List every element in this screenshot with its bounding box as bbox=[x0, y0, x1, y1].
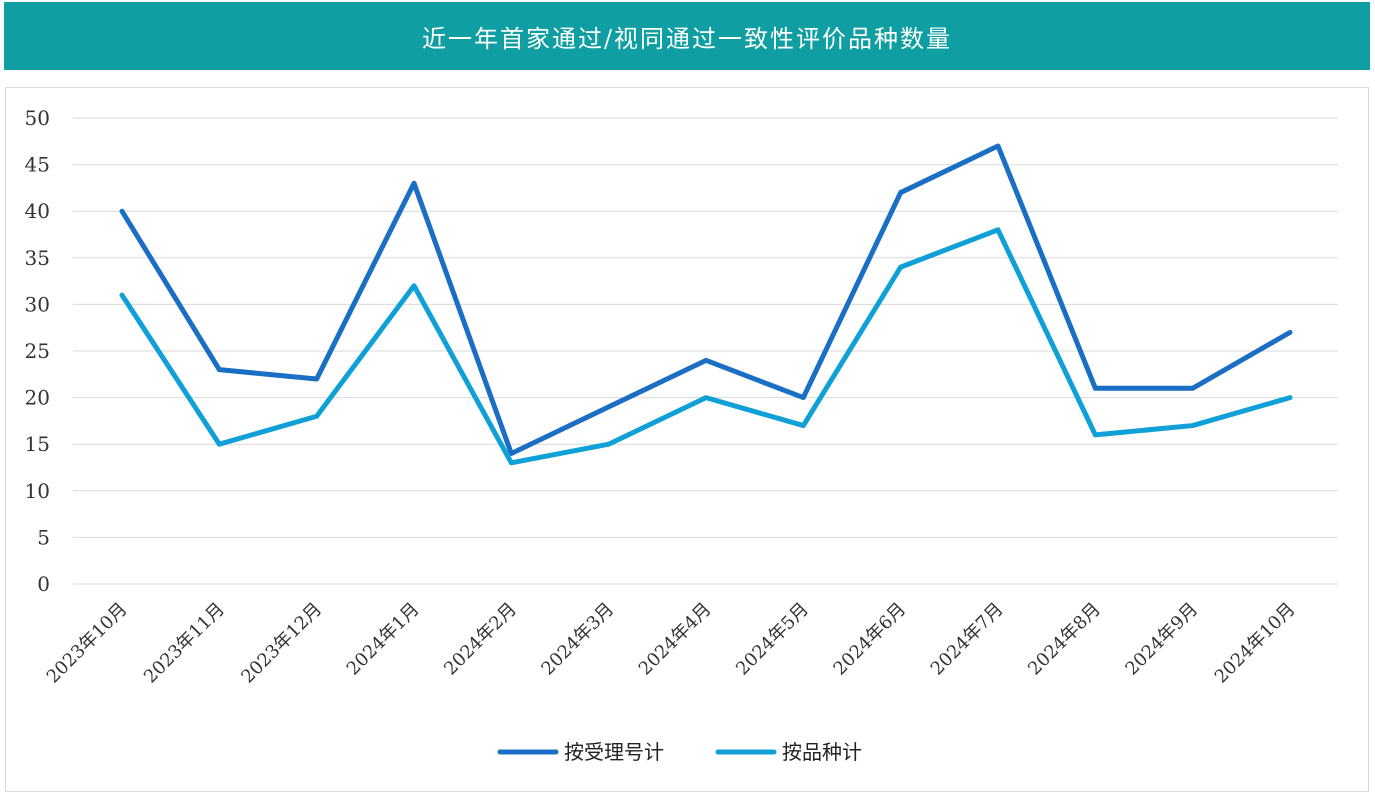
y-tick-label: 5 bbox=[37, 525, 50, 549]
title-bar: 近一年首家通过/视同通过一致性评价品种数量 bbox=[4, 2, 1370, 70]
x-tick-label: 2024年8月 bbox=[1024, 599, 1105, 680]
legend-label: 按受理号计 bbox=[564, 740, 664, 764]
x-tick-label: 2024年4月 bbox=[635, 599, 716, 680]
y-tick-label: 0 bbox=[37, 572, 50, 596]
x-tick-label: 2023年11月 bbox=[140, 599, 229, 688]
x-tick-label: 2023年10月 bbox=[43, 599, 132, 688]
chart-frame bbox=[5, 87, 1369, 792]
x-tick-label: 2024年3月 bbox=[537, 599, 618, 680]
y-tick-label: 30 bbox=[25, 292, 50, 316]
x-tick-label: 2024年10月 bbox=[1211, 599, 1300, 688]
y-tick-label: 10 bbox=[25, 479, 50, 503]
series-line-varieties bbox=[119, 227, 1293, 466]
x-tick-label: 2024年2月 bbox=[440, 599, 521, 680]
y-tick-label: 15 bbox=[25, 432, 50, 456]
y-tick-label: 40 bbox=[25, 199, 50, 223]
series-line-accepted bbox=[119, 143, 1293, 457]
x-tick-label: 2024年1月 bbox=[343, 599, 424, 680]
x-tick-label: 2024年9月 bbox=[1121, 599, 1202, 680]
y-tick-label: 35 bbox=[25, 246, 50, 270]
y-tick-label: 20 bbox=[25, 386, 50, 410]
y-tick-label: 45 bbox=[25, 153, 50, 177]
x-tick-label: 2024年5月 bbox=[732, 599, 813, 680]
x-tick-label: 2024年6月 bbox=[829, 599, 910, 680]
chart-title: 近一年首家通过/视同通过一致性评价品种数量 bbox=[421, 24, 953, 53]
y-tick-label: 50 bbox=[25, 106, 50, 130]
y-tick-label: 25 bbox=[25, 339, 50, 363]
x-tick-label: 2023年12月 bbox=[237, 599, 326, 688]
x-tick-label: 2024年7月 bbox=[927, 599, 1008, 680]
legend-label: 按品种计 bbox=[782, 740, 862, 764]
